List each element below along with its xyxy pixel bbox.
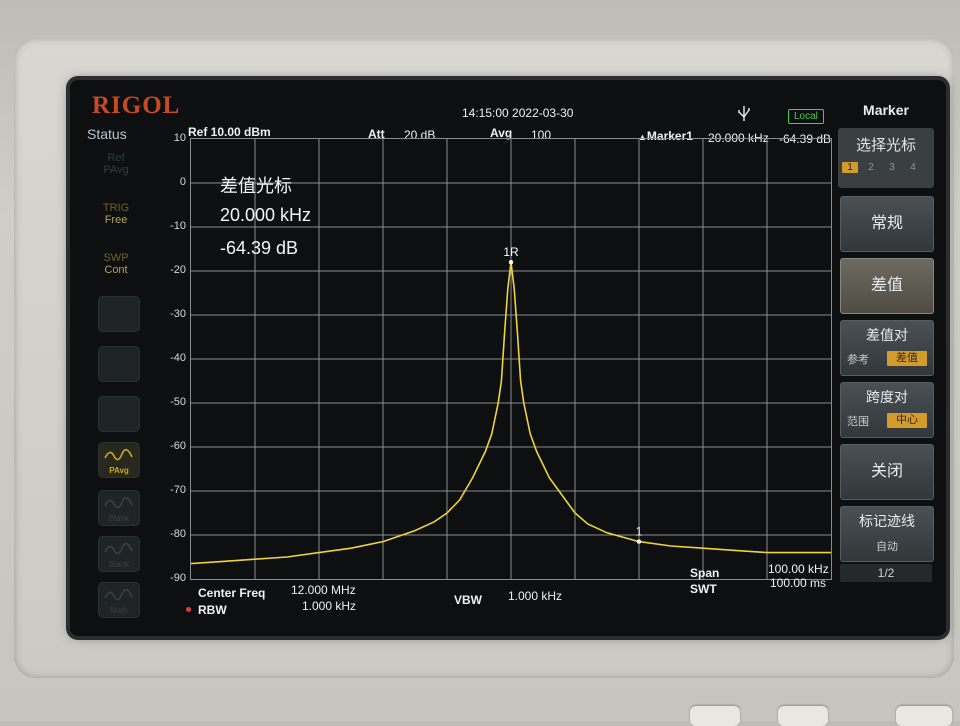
y-tick: -50 (170, 396, 186, 408)
delta-pair-softkey[interactable]: 差值对 参考 差值 (840, 320, 934, 376)
y-tick: 0 (179, 176, 186, 188)
center-freq-label: Center Freq (198, 586, 266, 600)
blank-button[interactable]: Blank (98, 536, 140, 572)
y-tick: 10 (173, 132, 186, 144)
left-indicator-trig: TRIG Free (94, 202, 138, 226)
front-panel-button[interactable] (896, 706, 952, 726)
blank-label: Blank (108, 514, 129, 523)
trace-wave-icon (104, 496, 133, 509)
delta-marker-title: 差值光标 (220, 176, 292, 196)
left-blank-button[interactable] (98, 346, 140, 382)
math-button[interactable]: Math (98, 582, 140, 618)
span-value: 100.00 kHz (768, 562, 829, 576)
select-marker-label: 选择光标 (855, 137, 916, 154)
trace-wave-icon (104, 448, 133, 461)
y-tick: -70 (170, 484, 186, 496)
left-blank-button[interactable] (98, 296, 140, 332)
off-softkey[interactable]: 关闭 (840, 444, 934, 500)
indicator-value: Free (104, 214, 128, 226)
swt-value: 100.00 ms (770, 576, 827, 590)
blank-button[interactable]: Blank (98, 490, 140, 526)
marker-option[interactable]: 1 (842, 162, 858, 173)
delta-marker-level: -64.39 dB (220, 238, 299, 258)
delta-triangle-icon: ▲ (638, 132, 647, 142)
indicator-value: PAvg (103, 164, 129, 176)
spectrum-svg: 1R 1 (190, 139, 831, 579)
trace-wave-icon (104, 542, 133, 555)
span-pair-range-option: 范围 (847, 416, 869, 428)
span-pair-center-option: 中心 (887, 413, 927, 428)
swt-label: SWT (690, 582, 717, 596)
y-tick: -10 (170, 220, 186, 232)
front-panel-button[interactable] (690, 706, 740, 726)
spectrum-plot[interactable]: 1R 1 (190, 138, 832, 580)
rbw-label: RBW (198, 603, 227, 617)
menu-title: Marker (863, 102, 909, 118)
span-label: Span (690, 566, 720, 580)
blank-label: Blank (108, 560, 129, 569)
vbw-label: VBW (454, 593, 482, 607)
marker-level: -64.39 dB (779, 132, 832, 146)
left-indicator-swp: SWP Cont (94, 252, 138, 276)
att-label: Att (368, 127, 385, 141)
span-pair-softkey[interactable]: 跨度对 范围 中心 (840, 382, 934, 438)
delta-softkey[interactable]: 差值 (840, 258, 934, 314)
delta-pair-ref-option: 参考 (847, 354, 869, 366)
normal-softkey[interactable]: 常规 (840, 196, 934, 252)
math-label: Math (110, 606, 128, 615)
status-label: Status (87, 126, 127, 142)
y-tick: -40 (170, 352, 186, 364)
local-indicator: Local (788, 109, 824, 124)
marker-option[interactable]: 4 (910, 162, 916, 173)
marker-trace-softkey[interactable]: 标记迹线 自动 (840, 506, 934, 562)
rbw-value: 1.000 kHz (302, 599, 357, 613)
marker-option[interactable]: 3 (889, 162, 895, 173)
trace-wave-icon (104, 588, 133, 601)
usb-icon (738, 106, 750, 121)
marker-label: 1 (636, 525, 643, 539)
indicator-label: TRIG (102, 202, 130, 214)
rbw-indicator-icon (186, 607, 191, 612)
y-tick: -20 (170, 264, 186, 276)
marker-point (508, 260, 514, 265)
pavg-button[interactable]: PAvg (98, 442, 140, 478)
brand-logo: RIGOL (92, 92, 181, 119)
delta-marker-freq: 20.000 kHz (220, 205, 312, 225)
left-indicator-ref: Ref PAvg (94, 152, 138, 176)
datetime: 14:15:00 2022-03-30 (462, 106, 574, 120)
marker-label: 1R (503, 245, 519, 259)
span-pair-label: 跨度对 (866, 389, 908, 405)
menu-page-indicator[interactable]: 1/2 (840, 564, 932, 582)
front-panel-button[interactable] (778, 706, 828, 726)
y-tick: -30 (170, 308, 186, 320)
marker-trace-label: 标记迹线 (859, 513, 915, 529)
marker-label: Marker1 (646, 129, 693, 143)
delta-pair-delta-option: 差值 (887, 351, 927, 366)
avg-label: Avg (490, 126, 513, 140)
center-freq-value: 12.000 MHz (291, 583, 356, 597)
marker-option[interactable]: 2 (868, 162, 874, 173)
delta-pair-label: 差值对 (866, 327, 908, 343)
indicator-label: SWP (103, 252, 129, 264)
ref-level: Ref 10.00 dBm (188, 125, 271, 139)
y-tick: -80 (170, 528, 186, 540)
indicator-label: Ref (107, 152, 125, 164)
pavg-label: PAvg (109, 466, 129, 475)
vbw-value: 1.000 kHz (508, 589, 563, 603)
marker-readout-header: ▲Marker1 (638, 129, 693, 143)
y-tick: -60 (170, 440, 186, 452)
marker-point (636, 539, 642, 544)
analyzer-screen: RIGOL Status Ref PAvg TRIG Free SWP Cont… (70, 80, 946, 636)
left-blank-button[interactable] (98, 396, 140, 432)
indicator-value: Cont (104, 264, 128, 276)
marker-trace-option: 自动 (876, 541, 898, 553)
y-tick: -90 (170, 572, 186, 584)
